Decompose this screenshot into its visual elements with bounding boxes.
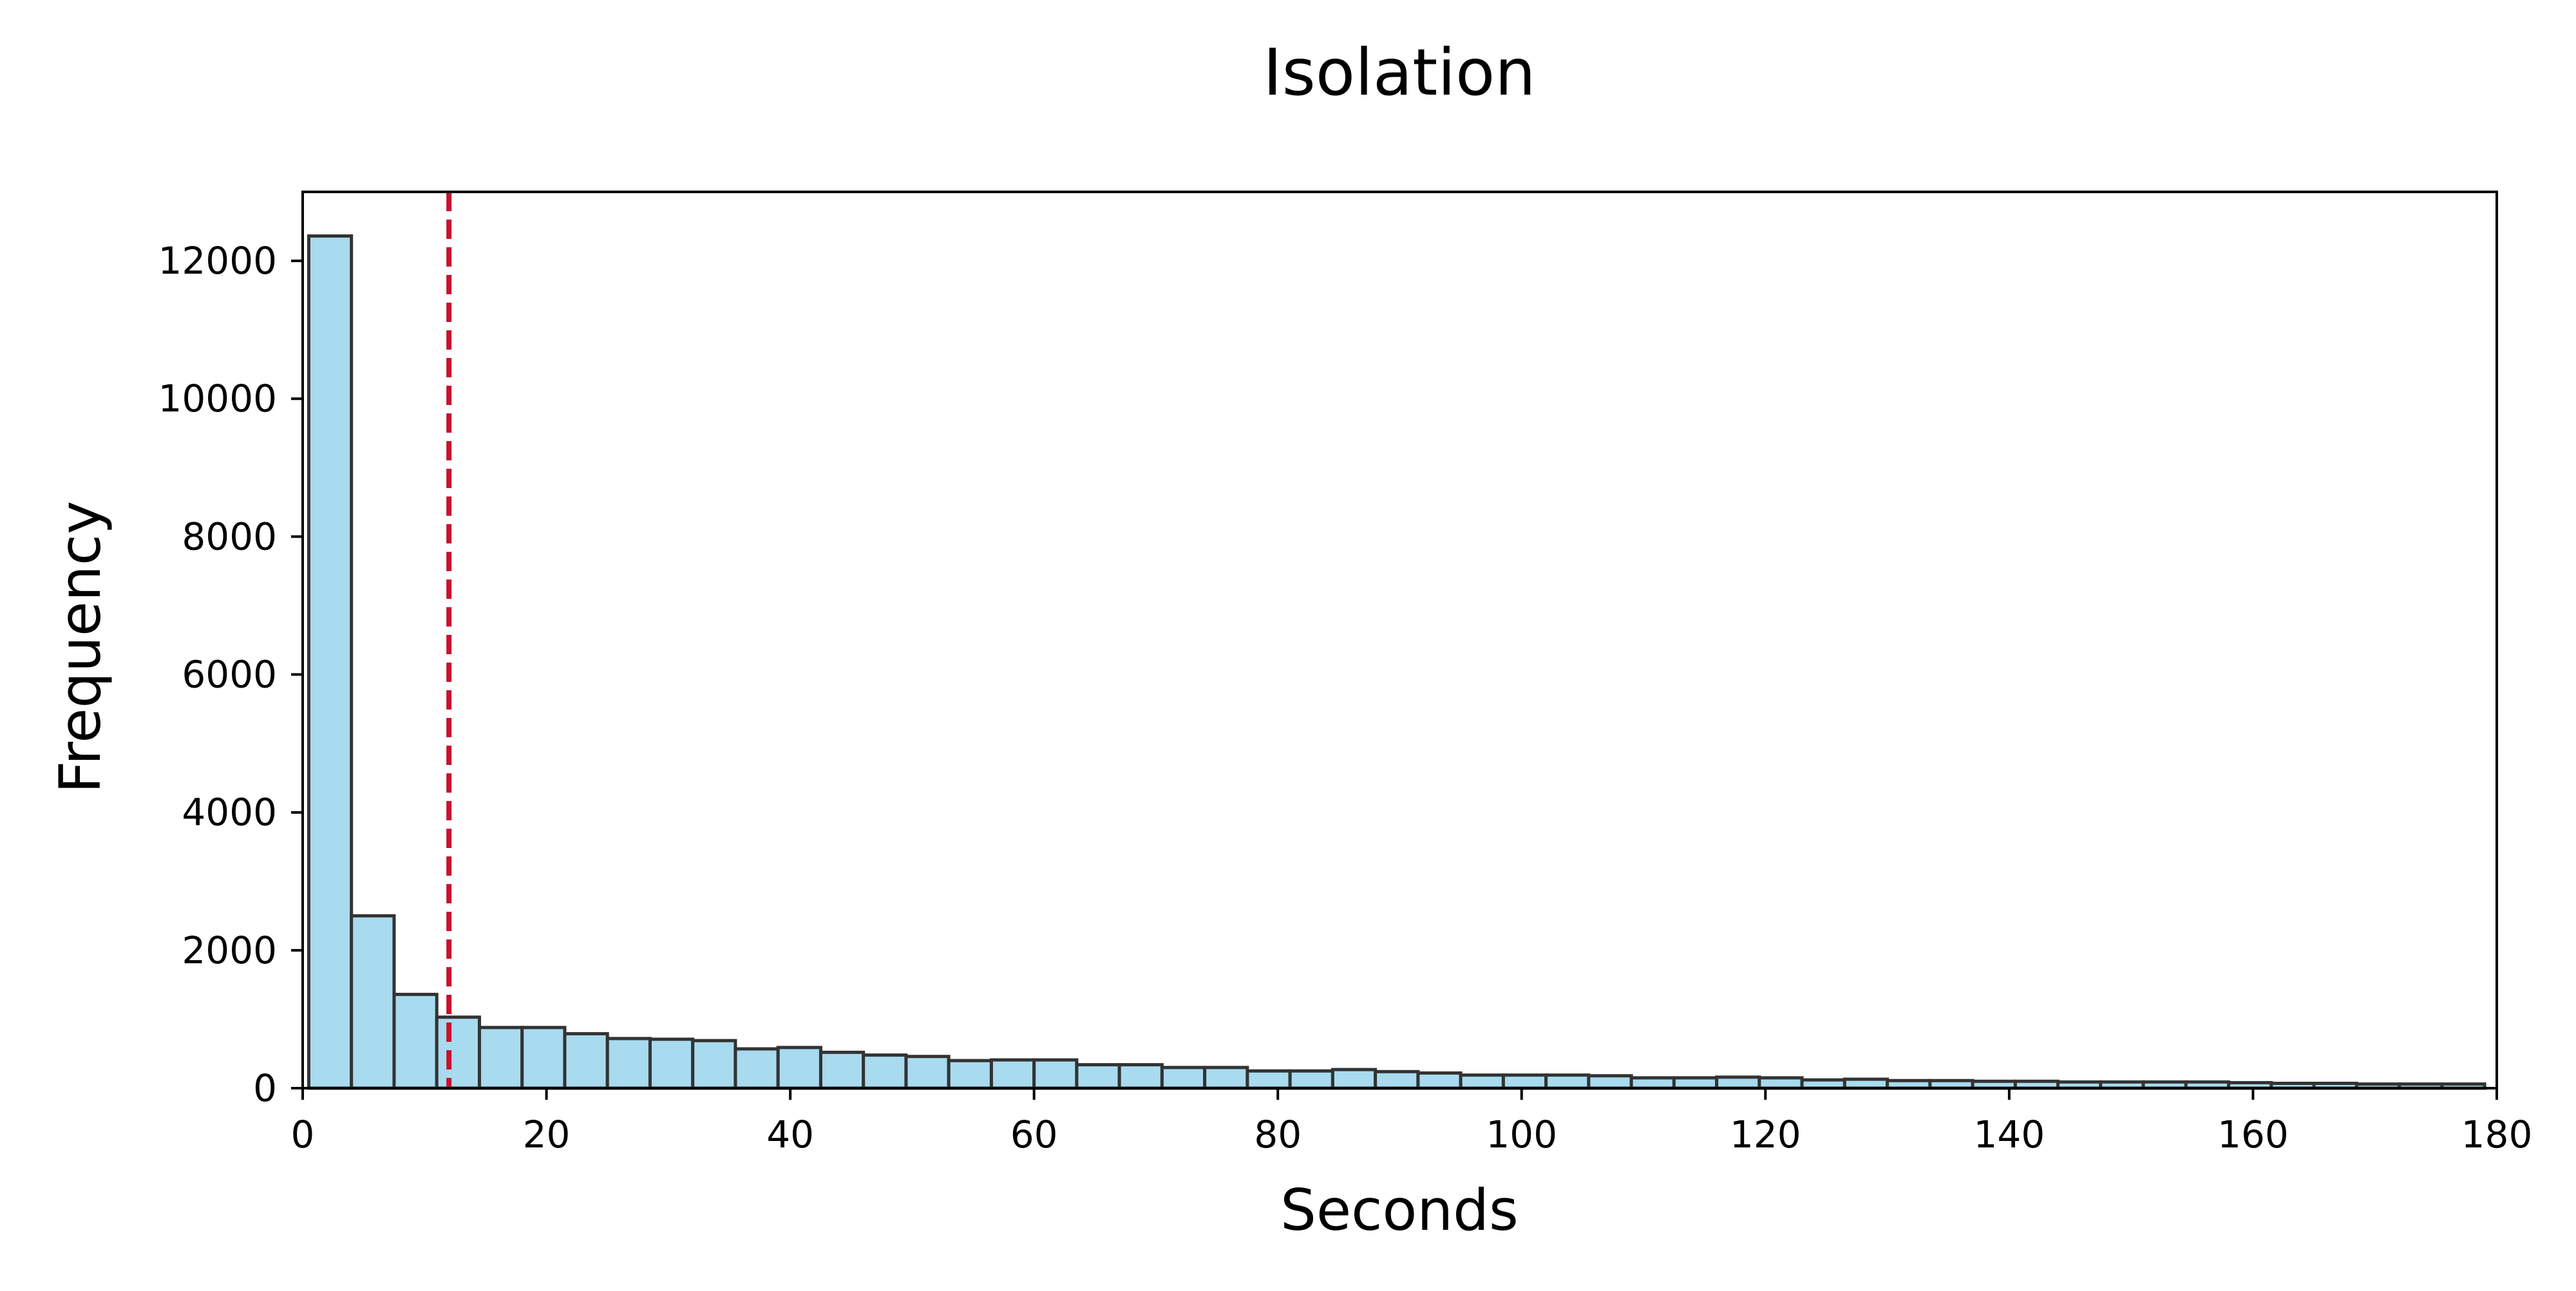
histogram-bar bbox=[1245, 1069, 1292, 1090]
x-axis-label: Seconds bbox=[1280, 1177, 1519, 1243]
histogram-bar bbox=[563, 1032, 609, 1090]
x-tick-label: 40 bbox=[766, 1113, 814, 1156]
histogram-bar bbox=[1715, 1075, 1761, 1090]
histogram-bar bbox=[691, 1039, 737, 1090]
histogram-bar bbox=[1842, 1077, 1889, 1090]
x-tick-label: 180 bbox=[2461, 1113, 2533, 1156]
x-tick-label: 60 bbox=[1010, 1113, 1058, 1156]
histogram-bar bbox=[1075, 1063, 1121, 1090]
histogram-bar bbox=[1331, 1068, 1378, 1090]
histogram-bar bbox=[734, 1047, 780, 1090]
histogram-bar bbox=[1374, 1070, 1420, 1090]
y-axis-label: Frequency bbox=[47, 501, 113, 794]
x-tick-label: 120 bbox=[1730, 1113, 1801, 1156]
histogram-bar bbox=[819, 1050, 866, 1090]
histogram-bar bbox=[1203, 1066, 1249, 1090]
x-tick-label: 80 bbox=[1254, 1113, 1302, 1156]
histogram-bar bbox=[1117, 1063, 1164, 1090]
x-tick-label: 0 bbox=[291, 1113, 315, 1156]
histogram-bar bbox=[1416, 1071, 1463, 1090]
y-tick-label: 10000 bbox=[158, 377, 277, 420]
histogram-bar bbox=[862, 1053, 908, 1090]
histogram-bar bbox=[1587, 1074, 1633, 1090]
x-axis: 0 20 40 60 80 100 120 140 160 180 bbox=[291, 1088, 2533, 1156]
y-tick-label: 4000 bbox=[182, 791, 277, 834]
histogram-bar bbox=[435, 1015, 481, 1090]
y-tick-label: 8000 bbox=[182, 514, 277, 558]
histogram-bar bbox=[350, 914, 396, 1090]
histogram-bar bbox=[989, 1058, 1036, 1090]
y-tick-label: 2000 bbox=[182, 928, 277, 972]
histogram-bar bbox=[307, 234, 354, 1090]
histogram-bar bbox=[1629, 1076, 1676, 1090]
y-axis: 0 2000 4000 6000 8000 10000 12000 bbox=[158, 239, 303, 1110]
histogram-bar bbox=[1672, 1076, 1719, 1090]
histogram-bar bbox=[1501, 1073, 1548, 1090]
histogram-bar bbox=[1032, 1058, 1079, 1090]
histogram-bar bbox=[520, 1026, 567, 1090]
histogram-bar bbox=[1288, 1069, 1334, 1090]
histogram-bar bbox=[477, 1026, 524, 1090]
histogram-bar bbox=[904, 1055, 951, 1090]
histogram-bar bbox=[392, 992, 439, 1090]
histogram-bar bbox=[1544, 1073, 1591, 1090]
bars-group bbox=[307, 234, 2486, 1090]
histogram-bar bbox=[776, 1046, 822, 1090]
x-tick-label: 140 bbox=[1974, 1113, 2045, 1156]
chart-title: Isolation bbox=[1263, 35, 1535, 110]
histogram-bar bbox=[1459, 1073, 1505, 1090]
x-tick-label: 100 bbox=[1486, 1113, 1557, 1156]
x-tick-label: 160 bbox=[2217, 1113, 2289, 1156]
y-tick-label: 12000 bbox=[158, 239, 277, 283]
y-tick-label: 6000 bbox=[182, 653, 277, 697]
histogram-bar bbox=[605, 1037, 652, 1090]
histogram-bar bbox=[1757, 1076, 1804, 1090]
plot-frame bbox=[301, 191, 2498, 1089]
histogram-bar bbox=[947, 1059, 993, 1090]
x-tick-label: 20 bbox=[523, 1113, 571, 1156]
histogram-bar bbox=[1160, 1066, 1207, 1090]
histogram-bar bbox=[648, 1037, 695, 1090]
y-tick-label: 0 bbox=[253, 1066, 277, 1110]
